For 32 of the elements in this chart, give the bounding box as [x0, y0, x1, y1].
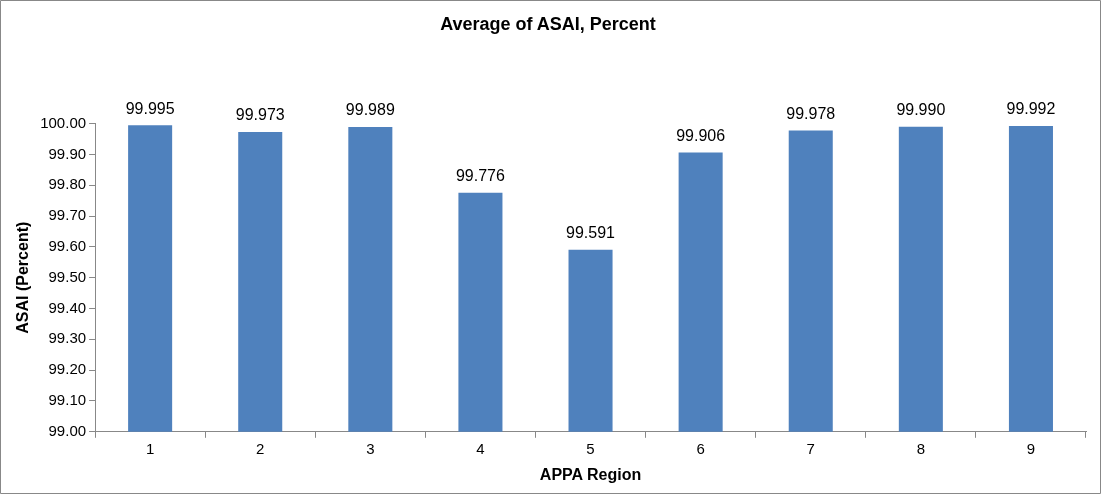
- y-tick-label: 99.30: [48, 329, 87, 347]
- data-label: 99.978: [786, 104, 836, 122]
- data-label: 99.990: [896, 101, 946, 119]
- y-tick-label: 99.50: [48, 267, 87, 285]
- x-tick-label: 7: [806, 439, 815, 457]
- x-tick-label: 6: [696, 439, 705, 457]
- y-tick-label: 100.00: [40, 113, 87, 131]
- x-tick-label: 8: [916, 439, 926, 457]
- data-label: 99.989: [345, 101, 395, 119]
- y-tick-label: 99.60: [48, 237, 87, 255]
- x-tick-label: 2: [256, 439, 265, 457]
- y-tick-label: 99.10: [48, 391, 87, 409]
- data-label: 99.995: [125, 99, 175, 117]
- x-tick-label: 3: [366, 439, 375, 457]
- x-tick-label: 5: [586, 439, 595, 457]
- data-label: 99.591: [566, 224, 616, 242]
- y-tick-label: 99.40: [48, 298, 87, 316]
- x-tick-label: 4: [476, 439, 485, 457]
- data-label: 99.992: [1006, 100, 1056, 118]
- data-label: 99.776: [455, 167, 506, 185]
- x-tick-label: 1: [145, 439, 155, 457]
- x-tick-label: 9: [1026, 439, 1036, 457]
- y-axis-title: ASAI (Percent): [14, 221, 32, 334]
- y-tick-label: 99.20: [48, 360, 87, 378]
- data-label: 99.973: [235, 106, 285, 124]
- y-tick-label: 99.00: [48, 421, 87, 439]
- x-axis-title: APPA Region: [539, 465, 642, 483]
- y-tick-label: 99.90: [48, 144, 87, 162]
- y-tick-label: 99.70: [48, 206, 87, 224]
- y-tick-label: 99.80: [48, 175, 87, 193]
- chart-title: Average of ASAI, Percent: [440, 13, 656, 34]
- data-label: 99.906: [676, 126, 726, 144]
